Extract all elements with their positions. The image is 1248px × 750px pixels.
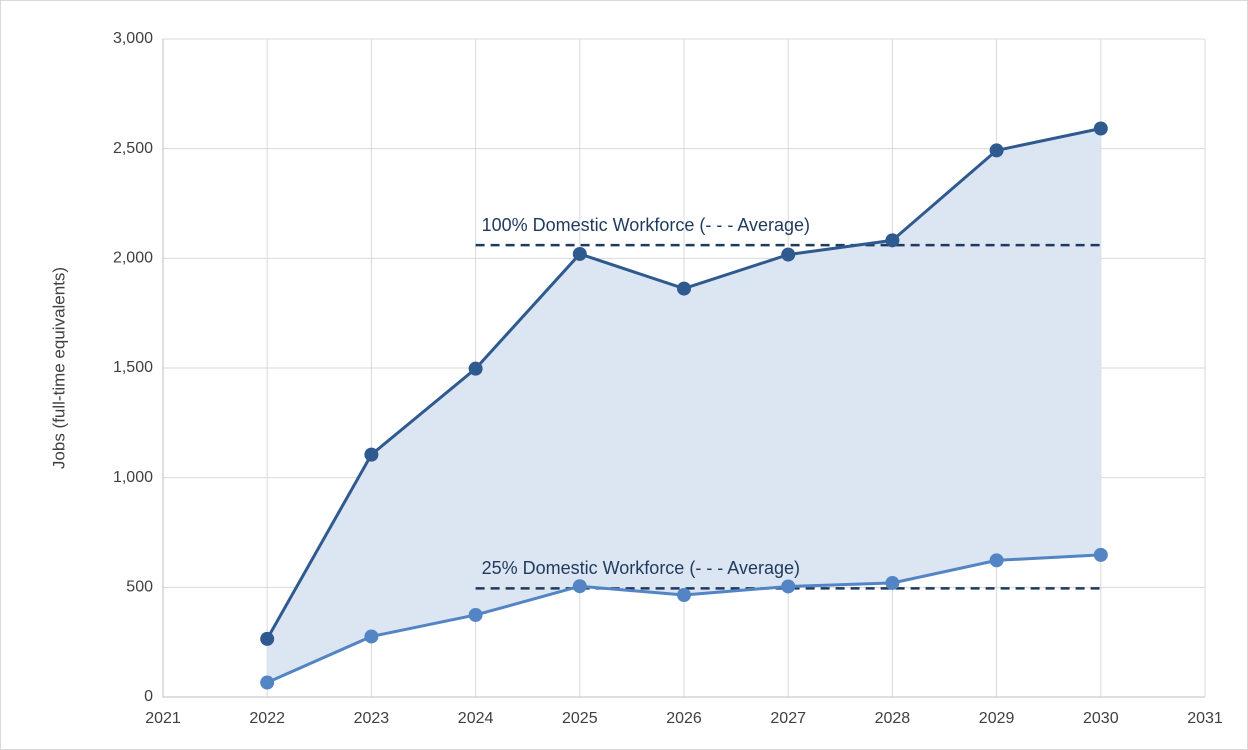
x-tick-label: 2029 — [979, 710, 1015, 727]
y-tick-label: 500 — [126, 579, 153, 596]
data-point — [781, 579, 796, 594]
x-tick-label: 2030 — [1083, 710, 1119, 727]
x-tick-label: 2025 — [562, 710, 598, 727]
data-point — [677, 588, 691, 603]
x-tick-label: 2031 — [1187, 710, 1223, 727]
data-point — [989, 553, 1004, 568]
data-point — [364, 629, 379, 644]
data-point — [364, 447, 379, 462]
x-tick-label: 2027 — [770, 710, 806, 727]
data-point — [677, 281, 691, 296]
y-tick-label: 0 — [144, 688, 153, 705]
y-tick-label: 2,000 — [113, 250, 153, 267]
data-point — [1093, 121, 1108, 136]
data-point — [885, 233, 900, 248]
x-tick-label: 2021 — [145, 710, 181, 727]
x-tick-label: 2023 — [354, 710, 390, 727]
data-point — [260, 631, 275, 646]
y-tick-label: 1,500 — [113, 359, 153, 376]
y-tick-label: 3,000 — [113, 30, 153, 47]
x-tick-label: 2024 — [458, 710, 494, 727]
data-point — [572, 246, 587, 261]
data-point — [572, 579, 587, 594]
data-point — [1093, 547, 1108, 562]
y-tick-label: 1,000 — [113, 469, 153, 486]
annotation: 100% Domestic Workforce (- - - Average) — [482, 215, 810, 235]
x-tick-label: 2026 — [666, 710, 702, 727]
data-point — [885, 575, 900, 590]
data-point — [260, 675, 275, 690]
annotation: 25% Domestic Workforce (- - - Average) — [482, 558, 800, 578]
x-tick-label: 2028 — [875, 710, 911, 727]
data-point — [989, 143, 1004, 158]
data-point — [468, 607, 483, 622]
x-tick-label: 2022 — [249, 710, 285, 727]
data-point — [468, 361, 483, 376]
y-tick-label: 2,500 — [113, 140, 153, 157]
y-axis-label: Jobs (full-time equivalents) — [49, 267, 68, 469]
data-point — [781, 247, 796, 262]
range-band — [267, 128, 1101, 683]
